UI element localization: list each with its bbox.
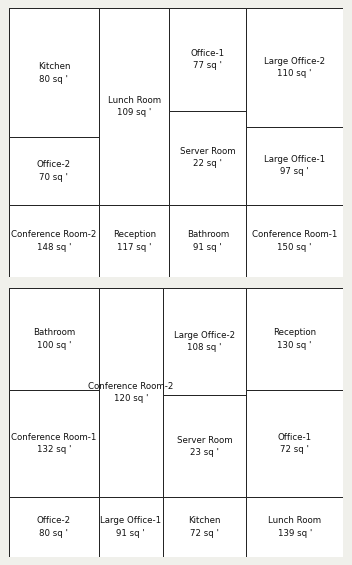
Text: Lunch Room
139 sq ': Lunch Room 139 sq ' [268, 516, 321, 538]
Text: Large Office-2
110 sq ': Large Office-2 110 sq ' [264, 57, 325, 79]
Bar [9, 205, 99, 277]
Text: Server Room
22 sq ': Server Room 22 sq ' [180, 147, 235, 168]
Text: Conference Room-2
120 sq ': Conference Room-2 120 sq ' [88, 382, 174, 403]
Bar [169, 8, 246, 111]
Text: Office-2
80 sq ': Office-2 80 sq ' [37, 516, 71, 538]
Text: Kitchen
72 sq ': Kitchen 72 sq ' [188, 516, 221, 538]
Text: Large Office-2
108 sq ': Large Office-2 108 sq ' [174, 331, 235, 353]
Text: Office-1
77 sq ': Office-1 77 sq ' [191, 49, 225, 70]
Text: Reception
130 sq ': Reception 130 sq ' [273, 328, 316, 350]
Bar [9, 137, 99, 205]
Text: Office-2
70 sq ': Office-2 70 sq ' [37, 160, 71, 182]
Text: Large Office-1
91 sq ': Large Office-1 91 sq ' [100, 516, 162, 538]
Text: Bathroom
100 sq ': Bathroom 100 sq ' [33, 328, 75, 350]
Bar [99, 288, 163, 497]
Bar [246, 390, 343, 497]
Text: Conference Room-1
132 sq ': Conference Room-1 132 sq ' [11, 433, 97, 454]
Bar [246, 205, 343, 277]
Bar [99, 8, 169, 205]
Text: Kitchen
80 sq ': Kitchen 80 sq ' [38, 62, 70, 84]
Bar [246, 8, 343, 127]
Text: Large Office-1
97 sq ': Large Office-1 97 sq ' [264, 155, 325, 176]
Text: Bathroom
91 sq ': Bathroom 91 sq ' [187, 230, 229, 251]
Text: Server Room
23 sq ': Server Room 23 sq ' [177, 436, 232, 457]
Bar [9, 288, 99, 390]
Bar [9, 390, 99, 497]
Text: Office-1
72 sq ': Office-1 72 sq ' [278, 433, 312, 454]
Bar [246, 127, 343, 205]
Bar [246, 497, 343, 557]
Bar [163, 396, 246, 497]
Text: Conference Room-2
148 sq ': Conference Room-2 148 sq ' [11, 230, 97, 251]
Bar [9, 497, 99, 557]
Bar [169, 111, 246, 205]
Bar [163, 497, 246, 557]
Bar [246, 288, 343, 390]
Text: Reception
117 sq ': Reception 117 sq ' [113, 230, 156, 251]
Text: Conference Room-1
150 sq ': Conference Room-1 150 sq ' [252, 230, 338, 251]
Text: Lunch Room
109 sq ': Lunch Room 109 sq ' [108, 96, 161, 118]
Bar [163, 288, 246, 395]
Bar [169, 205, 246, 277]
Bar [99, 497, 163, 557]
Bar [99, 205, 169, 277]
Bar [9, 8, 99, 137]
